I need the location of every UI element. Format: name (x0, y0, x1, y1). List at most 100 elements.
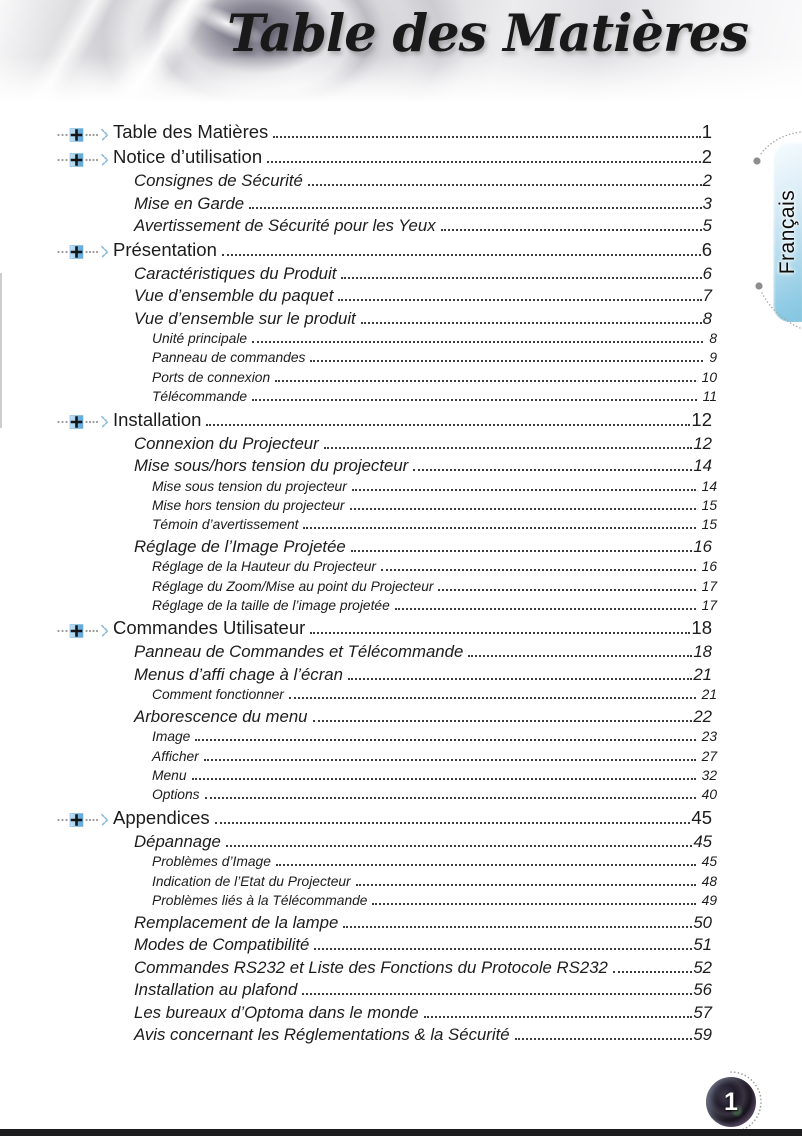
toc-entry[interactable]: Réglage de l’Image Projetée 16 (57, 537, 712, 560)
toc-entry[interactable]: Installation au plafond 56 (57, 980, 712, 1003)
toc-leader-dots (252, 395, 697, 402)
toc-entry-page: 17 (701, 598, 717, 614)
toc-entry-page: 15 (701, 517, 717, 533)
toc-entry[interactable]: Arborescence du menu 22 (57, 707, 712, 730)
toc-entry[interactable]: Unité principale 8 (57, 331, 717, 350)
toc-leader-dots (350, 546, 693, 552)
toc-entry-label: Commandes RS232 et Liste des Fonctions d… (134, 957, 608, 977)
toc-entry-page: 12 (693, 433, 712, 453)
tab-dotted-arc-decoration (753, 131, 801, 329)
toc-entry[interactable]: Menus d’affi chage à l’écran 21 (57, 665, 712, 688)
toc-entry[interactable]: Commandes Utilisateur 18 (57, 617, 712, 642)
toc-entry-label: Notice d’utilisation (113, 146, 263, 167)
toc-entry[interactable]: Dépannage 45 (57, 832, 712, 855)
toc-entry-page: 8 (702, 308, 712, 328)
toc-entry-page: 22 (693, 706, 712, 726)
toc-entry[interactable]: Consignes de Sécurité 2 (57, 171, 712, 194)
toc-entry[interactable]: Avis concernant les Réglementations & la… (57, 1025, 712, 1048)
toc-entry-label: Appendices (113, 806, 210, 828)
toc-entry-page: 3 (702, 193, 712, 213)
toc-entry[interactable]: Panneau de Commandes et Télécommande 18 (57, 642, 712, 665)
toc-entry-page: 17 (701, 578, 717, 594)
toc-leader-dots (413, 465, 693, 472)
toc-entry[interactable]: Image 23 (57, 729, 717, 748)
toc-entry-label: Indication de l’Etat du Projecteur (152, 873, 351, 889)
toc-entry[interactable]: Panneau de commandes 9 (57, 350, 717, 369)
toc-entry[interactable]: Problèmes d’Image 45 (57, 854, 717, 873)
header-fade (0, 0, 802, 106)
toc-leader-dots (380, 565, 696, 572)
toc-leader-dots (191, 774, 696, 781)
toc-entry[interactable]: Afficher 27 (57, 748, 717, 768)
toc-bullet-icon (57, 415, 109, 429)
toc-entry[interactable]: Vue d’ensemble sur le produit 8 (57, 309, 712, 332)
toc-leader-dots (275, 860, 696, 867)
toc-entry-page: 27 (701, 748, 717, 764)
toc-entry-label: Mise sous tension du projecteur (152, 478, 347, 494)
toc-entry[interactable]: Comment fonctionner 21 (57, 687, 717, 706)
toc-entry-label: Afficher (152, 748, 199, 764)
toc-entry[interactable]: Mise sous/hors tension du projecteur 14 (57, 456, 712, 479)
toc-entry[interactable]: Menu 32 (57, 768, 717, 787)
toc-entry-label: Menus d’affi chage à l’écran (134, 664, 343, 684)
toc-entry[interactable]: Ports de connexion 10 (57, 370, 717, 389)
toc-entry[interactable]: Modes de Compatibilité 51 (57, 935, 712, 958)
toc-entry-label: Dépannage (134, 831, 221, 851)
toc-entry[interactable]: Présentation 6 (57, 239, 712, 264)
toc-leader-dots (221, 250, 701, 256)
toc-entry-label: Réglage de la Hauteur du Projecteur (152, 559, 376, 575)
toc-entry[interactable]: Notice d’utilisation 2 (57, 146, 712, 171)
toc-entry-page: 48 (701, 873, 717, 889)
toc-leader-dots (214, 818, 691, 824)
toc-entry[interactable]: Options 40 (57, 787, 717, 806)
toc-entry-page: 49 (701, 893, 717, 909)
toc-entry[interactable]: Témoin d’avertissement 15 (57, 517, 717, 536)
toc-entry[interactable]: Connexion du Projecteur 12 (57, 434, 712, 457)
toc-entry[interactable]: Problèmes liés à la Télécommande 49 (57, 893, 717, 912)
toc-entry-page: 11 (702, 389, 717, 405)
toc-entry-page: 57 (693, 1002, 712, 1022)
toc-bullet-icon (57, 813, 109, 828)
toc-entry-page: 50 (693, 912, 712, 932)
toc-entry[interactable]: Indication de l’Etat du Projecteur 48 (57, 873, 717, 893)
toc-entry-page: 9 (709, 350, 717, 366)
toc-entry-page: 16 (693, 536, 712, 556)
toc-entry[interactable]: Réglage de la Hauteur du Projecteur 16 (57, 559, 717, 578)
toc-entry[interactable]: Télécommande 11 (57, 389, 717, 408)
toc-entry[interactable]: Les bureaux d’Optoma dans le monde 57 (57, 1003, 712, 1026)
toc-entry-page: 32 (701, 768, 717, 784)
toc-leader-dots (273, 132, 701, 138)
toc-leader-dots (360, 318, 702, 324)
toc-entry[interactable]: Installation 12 (57, 409, 712, 434)
toc-entry[interactable]: Vue d’ensemble du paquet 7 (57, 286, 712, 309)
toc-entry-label: Réglage de la taille de l’image projetée (152, 598, 390, 614)
toc-entry-label: Arborescence du menu (134, 706, 308, 726)
toc-leader-dots (351, 485, 696, 491)
toc-entry[interactable]: Commandes RS232 et Liste des Fonctions d… (57, 958, 712, 981)
toc-entry-label: Réglage du Zoom/Mise au point du Project… (152, 578, 434, 594)
toc-entry[interactable]: Mise en Garde 3 (57, 194, 712, 217)
toc-leader-dots (323, 443, 693, 449)
toc-entry[interactable]: Caractéristiques du Produit 6 (57, 264, 712, 287)
toc-entry-label: Consignes de Sécurité (134, 171, 303, 190)
toc-entry[interactable]: Mise hors tension du projecteur 15 (57, 498, 717, 517)
toc-entry[interactable]: Réglage du Zoom/Mise au point du Project… (57, 578, 717, 598)
toc-entry-page: 6 (701, 238, 712, 260)
toc-entry[interactable]: Avertissement de Sécurité pour les Yeux … (57, 216, 712, 239)
toc-leader-dots (303, 523, 696, 530)
toc-entry[interactable]: Appendices 45 (57, 807, 712, 832)
toc-entry[interactable]: Remplacement de la lampe 50 (57, 913, 712, 936)
toc-bullet-icon (57, 152, 109, 167)
toc-entry[interactable]: Table des Matières 1 (57, 121, 712, 146)
toc-entry-page: 52 (693, 957, 712, 977)
toc-entry-page: 45 (693, 831, 712, 851)
toc-leader-dots (302, 989, 693, 996)
toc-leader-dots (310, 356, 704, 363)
toc-entry[interactable]: Réglage de la taille de l’image projetée… (57, 598, 717, 617)
toc-entry[interactable]: Mise sous tension du projecteur 14 (57, 478, 717, 498)
toc-entry-label: Réglage de l’Image Projetée (134, 536, 346, 556)
toc-entry-page: 8 (709, 331, 717, 346)
page-title: Table des Matières (227, 4, 749, 64)
toc-entry-page: 45 (691, 806, 712, 828)
